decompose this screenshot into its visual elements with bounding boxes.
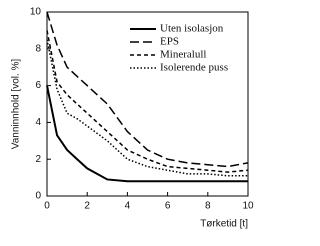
legend-label: Mineralull	[160, 49, 206, 61]
chart: Vanninnhold [vol. %] Tørketid [t] 0 2 4 6 8 1…	[11, 7, 254, 230]
y-tick-label: 6	[35, 80, 41, 91]
series-line	[46, 85, 248, 183]
y-tick-label: 4	[35, 117, 41, 128]
y-tick-label: 0	[35, 191, 41, 202]
x-tick-label: 8	[205, 201, 211, 212]
series-line	[46, 39, 248, 177]
x-tick-label: 6	[165, 201, 171, 212]
y-tick-label: 2	[35, 154, 41, 165]
y-axis-label: Vanninnhold [vol. %]	[11, 59, 22, 150]
x-axis-label: Tørketid [t]	[200, 219, 248, 230]
x-tick-label: 0	[44, 201, 50, 212]
x-tick-label: 4	[125, 201, 131, 212]
series-line	[46, 30, 249, 173]
series-line	[46, 11, 249, 168]
legend-label: Uten isolasjon	[160, 23, 224, 35]
legend-label: Isolerende puss	[160, 62, 228, 74]
y-tick-label: 10	[30, 7, 42, 18]
legend-label: EPS	[160, 36, 179, 48]
x-tick-label: 10	[242, 201, 254, 212]
plot-frame	[46, 11, 249, 197]
y-tick-label: 8	[35, 43, 41, 54]
x-tick-label: 2	[84, 201, 90, 212]
